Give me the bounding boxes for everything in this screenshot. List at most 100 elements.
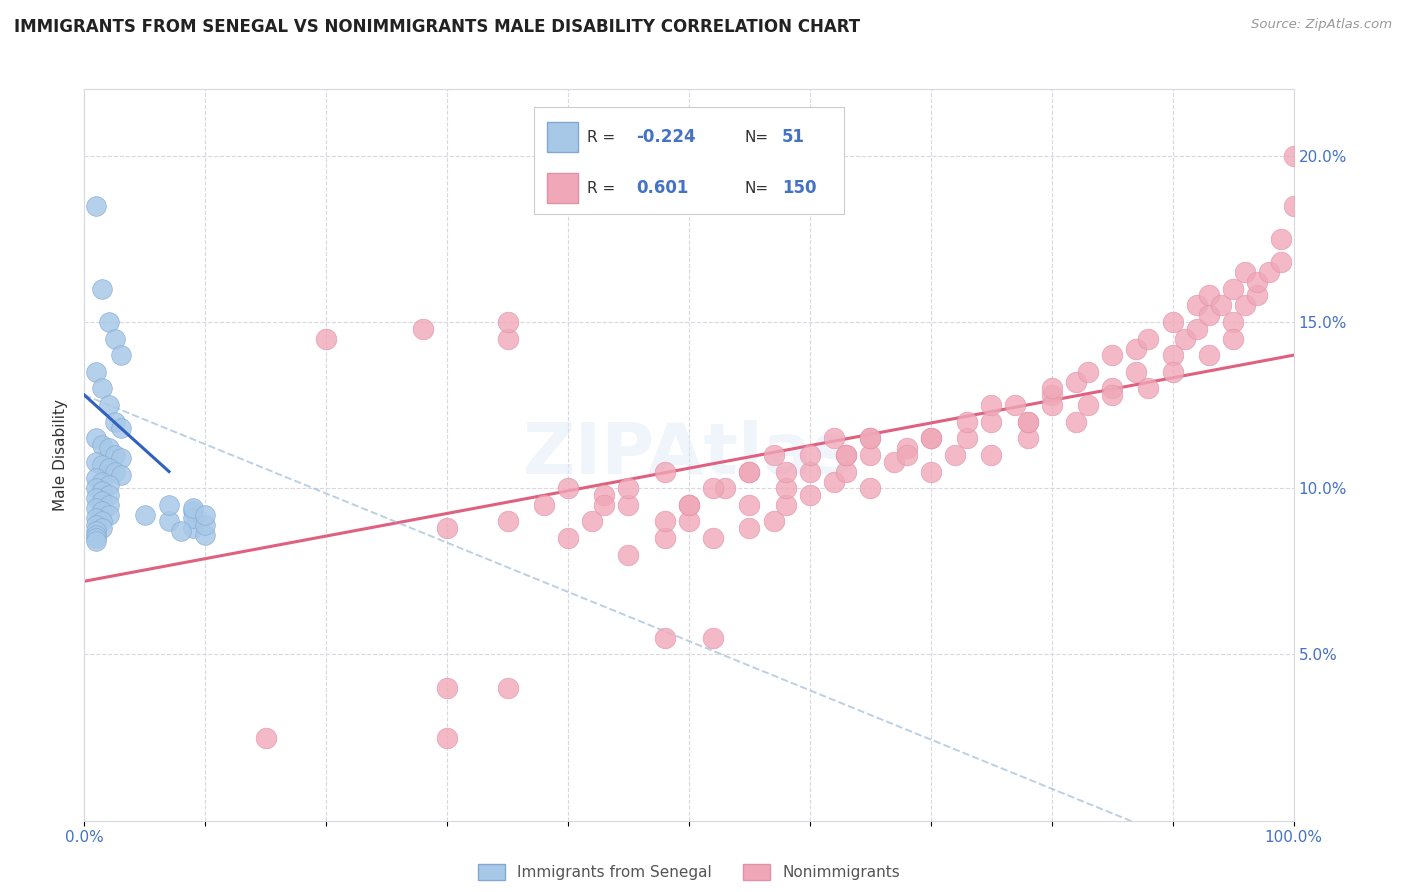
Text: IMMIGRANTS FROM SENEGAL VS NONIMMIGRANTS MALE DISABILITY CORRELATION CHART: IMMIGRANTS FROM SENEGAL VS NONIMMIGRANTS… — [14, 18, 860, 36]
Point — [943, 448, 966, 462]
Point — [1017, 415, 1039, 429]
Point — [738, 465, 761, 479]
Point — [104, 465, 127, 479]
Point — [896, 442, 918, 456]
Point — [436, 731, 458, 745]
Point — [91, 521, 114, 535]
Point — [775, 465, 797, 479]
Text: R =: R = — [586, 181, 614, 196]
Point — [1040, 388, 1063, 402]
Point — [702, 531, 724, 545]
Point — [799, 488, 821, 502]
Point — [91, 381, 114, 395]
Point — [1270, 255, 1292, 269]
Point — [194, 517, 217, 532]
FancyBboxPatch shape — [547, 122, 578, 152]
Point — [91, 458, 114, 472]
Text: 0.601: 0.601 — [637, 179, 689, 197]
Point — [254, 731, 277, 745]
Point — [1040, 381, 1063, 395]
Point — [799, 448, 821, 462]
Point — [86, 511, 108, 525]
Point — [110, 451, 132, 466]
Y-axis label: Male Disability: Male Disability — [53, 399, 69, 511]
Point — [1282, 149, 1305, 163]
Point — [1222, 332, 1244, 346]
Point — [617, 481, 640, 495]
Point — [980, 415, 1002, 429]
Point — [181, 501, 204, 516]
Point — [835, 448, 858, 462]
Point — [593, 488, 616, 502]
Text: 51: 51 — [782, 128, 804, 146]
Text: N=: N= — [745, 129, 769, 145]
Point — [1125, 365, 1147, 379]
Point — [1077, 365, 1099, 379]
Point — [194, 508, 217, 522]
Text: N=: N= — [745, 181, 769, 196]
Point — [557, 481, 579, 495]
Point — [1185, 298, 1208, 312]
Point — [823, 431, 845, 445]
Point — [896, 448, 918, 462]
Point — [956, 415, 979, 429]
Point — [617, 548, 640, 562]
Point — [1017, 415, 1039, 429]
Point — [91, 494, 114, 508]
Point — [1101, 381, 1123, 395]
Point — [86, 431, 108, 445]
Point — [86, 471, 108, 485]
Point — [678, 498, 700, 512]
Text: R =: R = — [586, 129, 614, 145]
Point — [496, 681, 519, 695]
Point — [86, 481, 108, 495]
Point — [1004, 398, 1026, 412]
Point — [593, 498, 616, 512]
Point — [980, 398, 1002, 412]
Point — [1101, 388, 1123, 402]
Point — [91, 475, 114, 489]
Point — [738, 465, 761, 479]
FancyBboxPatch shape — [547, 173, 578, 203]
Point — [170, 524, 193, 539]
Point — [97, 488, 120, 502]
Point — [1222, 315, 1244, 329]
Point — [97, 478, 120, 492]
Point — [436, 681, 458, 695]
Point — [1198, 288, 1220, 302]
Point — [1161, 365, 1184, 379]
Point — [97, 442, 120, 456]
Point — [496, 315, 519, 329]
Point — [1282, 198, 1305, 212]
Point — [1198, 308, 1220, 322]
Point — [1270, 232, 1292, 246]
Point — [1137, 332, 1160, 346]
Point — [678, 515, 700, 529]
Point — [91, 484, 114, 499]
Point — [86, 365, 108, 379]
Point — [1064, 415, 1087, 429]
Point — [157, 498, 180, 512]
Point — [91, 282, 114, 296]
Point — [823, 475, 845, 489]
Legend: Immigrants from Senegal, Nonimmigrants: Immigrants from Senegal, Nonimmigrants — [471, 858, 907, 886]
Point — [86, 517, 108, 532]
Point — [738, 521, 761, 535]
Point — [775, 481, 797, 495]
Point — [1017, 431, 1039, 445]
Point — [496, 515, 519, 529]
Point — [920, 465, 942, 479]
Point — [97, 461, 120, 475]
Point — [956, 431, 979, 445]
Point — [181, 521, 204, 535]
Point — [980, 448, 1002, 462]
Point — [86, 534, 108, 549]
Point — [110, 348, 132, 362]
Point — [181, 504, 204, 518]
Point — [702, 631, 724, 645]
Point — [920, 431, 942, 445]
Point — [157, 515, 180, 529]
Point — [654, 465, 676, 479]
Point — [883, 454, 905, 468]
Point — [1137, 381, 1160, 395]
